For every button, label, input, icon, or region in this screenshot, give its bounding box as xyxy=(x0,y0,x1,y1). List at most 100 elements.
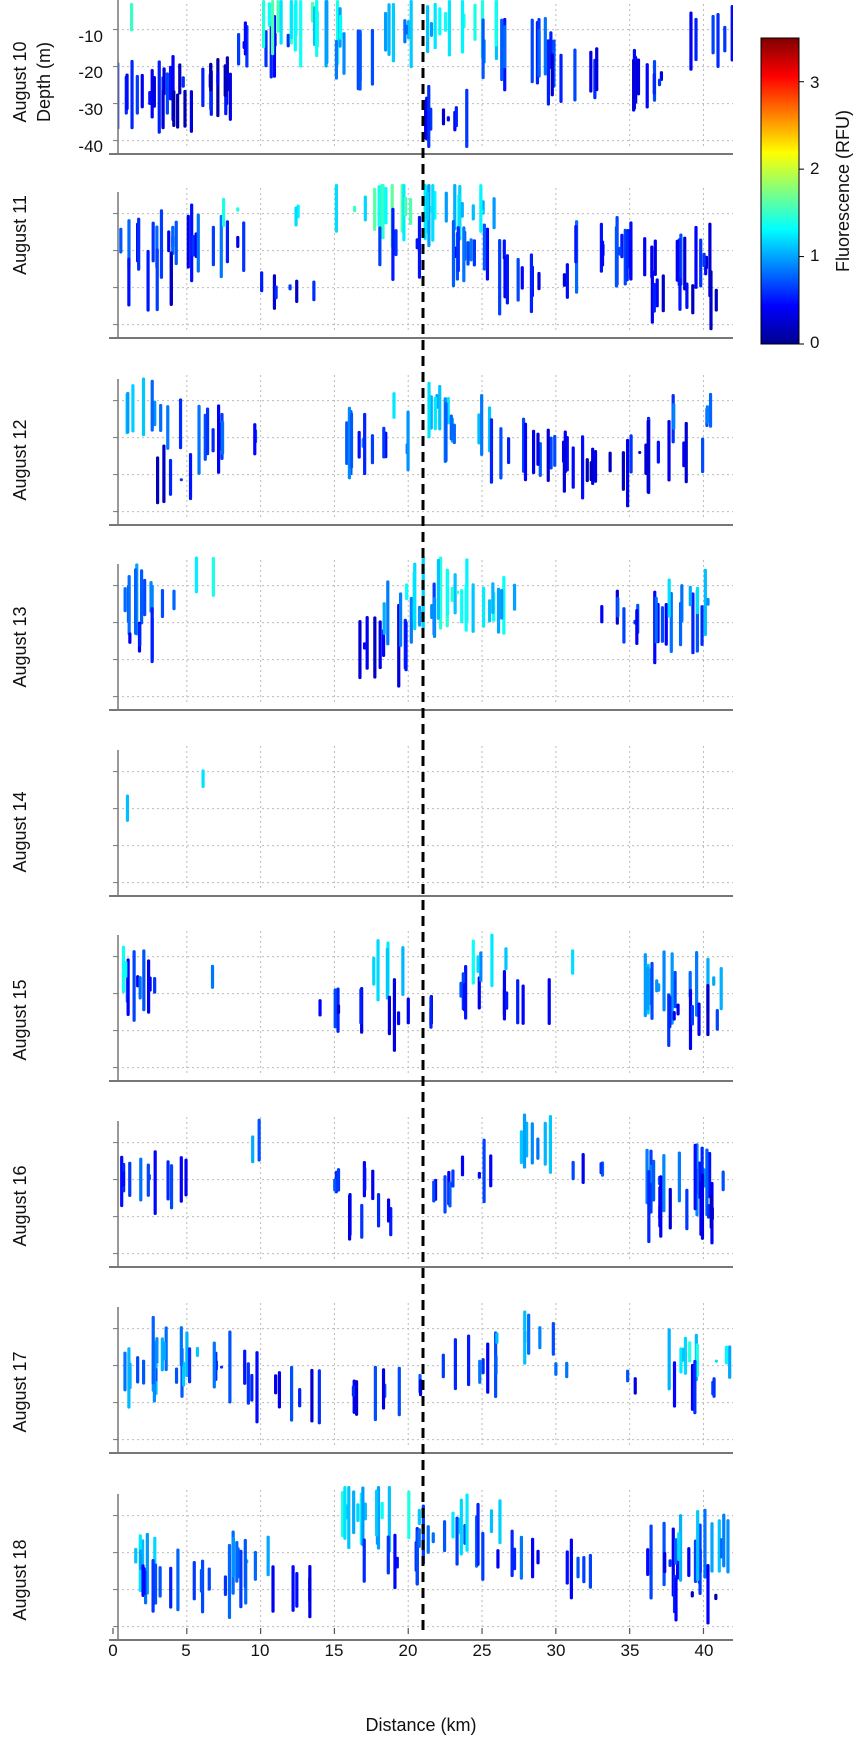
data-point xyxy=(436,558,441,620)
data-point xyxy=(162,1341,167,1361)
data-point xyxy=(491,582,495,614)
data-point xyxy=(376,939,380,1002)
data-point xyxy=(706,1563,710,1625)
data-point xyxy=(142,949,146,1012)
panel-label-august-13: August 13 xyxy=(10,606,30,687)
data-point xyxy=(691,284,695,315)
data-point xyxy=(426,5,430,53)
data-point xyxy=(228,1330,232,1404)
data-point xyxy=(600,240,605,267)
data-point xyxy=(143,578,147,617)
data-point xyxy=(479,184,483,233)
x-tick-label: 40 xyxy=(695,1641,714,1660)
data-point xyxy=(678,277,682,311)
data-point xyxy=(677,1151,681,1203)
data-point xyxy=(426,1525,430,1554)
fluorescence-points xyxy=(125,769,205,822)
data-point xyxy=(184,1158,188,1197)
data-point xyxy=(124,961,128,978)
data-point xyxy=(194,556,199,594)
data-point xyxy=(134,568,138,635)
panel-label-august-15: August 15 xyxy=(10,979,30,1060)
data-point xyxy=(298,1387,302,1408)
data-point xyxy=(705,405,709,424)
data-point xyxy=(655,278,659,308)
data-point xyxy=(710,1522,714,1573)
data-point xyxy=(633,1377,637,1395)
data-point xyxy=(295,1572,299,1608)
data-point xyxy=(705,1148,709,1217)
data-point xyxy=(658,1205,662,1221)
data-point xyxy=(407,1490,411,1540)
data-point xyxy=(599,1162,603,1175)
data-point xyxy=(415,238,419,250)
data-point xyxy=(225,220,230,264)
data-point xyxy=(267,2,271,27)
data-point xyxy=(527,1313,531,1355)
data-point xyxy=(345,421,349,465)
data-point xyxy=(348,1192,352,1236)
data-point xyxy=(257,1118,261,1162)
data-point xyxy=(585,458,589,483)
colorbar-tick-label: 1 xyxy=(810,246,819,265)
data-point xyxy=(498,239,502,316)
data-point xyxy=(469,238,473,262)
data-point xyxy=(299,0,303,68)
x-axis-title: Distance (km) xyxy=(365,1715,476,1735)
data-point xyxy=(489,1154,493,1188)
data-point xyxy=(347,1486,351,1550)
data-point xyxy=(680,584,684,623)
data-point xyxy=(452,423,456,445)
data-point xyxy=(363,1166,367,1192)
data-point xyxy=(451,1169,455,1188)
data-point xyxy=(441,108,446,126)
data-point xyxy=(146,249,150,312)
data-point xyxy=(549,436,553,470)
data-point xyxy=(239,1549,243,1609)
data-point xyxy=(696,1510,700,1582)
data-point xyxy=(274,1374,278,1395)
data-point xyxy=(672,1361,677,1408)
data-point xyxy=(496,587,501,634)
data-point xyxy=(396,1011,401,1026)
data-point xyxy=(652,73,656,95)
data-point xyxy=(382,426,386,459)
data-point xyxy=(137,217,141,271)
data-point xyxy=(289,1365,294,1422)
data-point xyxy=(453,184,457,231)
data-point xyxy=(334,184,339,233)
data-point xyxy=(521,984,525,1025)
data-point xyxy=(205,407,210,456)
data-point xyxy=(661,274,665,313)
data-point xyxy=(451,1511,455,1539)
data-point xyxy=(377,185,381,227)
data-point xyxy=(548,1115,553,1174)
data-point xyxy=(486,1342,490,1394)
data-point xyxy=(192,1561,196,1601)
data-point xyxy=(136,1356,140,1384)
data-point xyxy=(141,377,146,437)
data-point xyxy=(130,59,134,130)
data-point xyxy=(165,72,169,115)
colorbar-gradient xyxy=(760,37,800,345)
data-point xyxy=(430,604,434,620)
data-point xyxy=(189,90,194,133)
data-point xyxy=(138,623,142,647)
data-point xyxy=(481,1531,485,1581)
data-point xyxy=(719,966,723,1011)
data-point xyxy=(588,1553,592,1589)
data-point xyxy=(502,25,507,69)
data-point xyxy=(581,1152,585,1184)
data-point xyxy=(711,14,715,55)
data-point xyxy=(394,229,398,257)
data-point xyxy=(130,2,134,32)
data-point xyxy=(494,0,498,47)
data-point xyxy=(519,1535,523,1580)
data-point xyxy=(543,17,547,76)
y-axis-title: Depth (m) xyxy=(34,42,54,122)
data-point xyxy=(479,951,483,982)
data-point xyxy=(714,288,718,312)
data-point xyxy=(392,392,396,419)
data-point xyxy=(476,1502,480,1566)
